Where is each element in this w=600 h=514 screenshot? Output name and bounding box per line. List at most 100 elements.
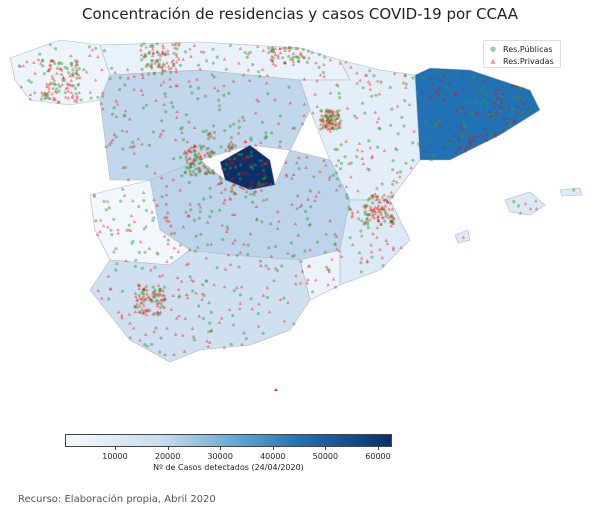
private-residence-marker — [197, 314, 202, 318]
public-residence-marker — [197, 216, 201, 220]
private-residence-marker — [295, 193, 300, 197]
public-residence-marker — [465, 101, 469, 105]
private-residence-marker — [128, 321, 132, 325]
public-residence-marker — [382, 208, 386, 212]
private-residence-marker — [241, 72, 246, 77]
private-residence-marker — [335, 116, 339, 120]
private-residence-marker — [141, 294, 146, 298]
public-residence-marker — [291, 55, 295, 59]
private-residence-marker — [218, 174, 222, 179]
private-residence-marker — [151, 312, 155, 316]
private-residence-marker — [471, 133, 476, 138]
private-residence-marker — [272, 278, 276, 282]
public-residence-marker — [60, 61, 64, 66]
public-residence-marker — [390, 215, 394, 219]
private-residence-marker — [253, 189, 258, 193]
private-residence-marker — [325, 114, 330, 119]
public-residence-marker — [197, 170, 201, 174]
public-residence-marker — [193, 150, 197, 154]
private-residence-marker — [427, 94, 432, 99]
private-residence-marker — [392, 71, 397, 75]
public-residence-marker — [305, 60, 309, 64]
private-residence-marker — [165, 259, 169, 263]
public-residence-marker — [249, 136, 253, 140]
public-residence-marker — [41, 58, 45, 62]
public-residence-marker — [196, 97, 200, 101]
public-residence-marker — [180, 126, 184, 130]
public-residence-marker — [253, 163, 257, 167]
public-residence-marker — [178, 155, 183, 159]
public-residence-marker — [461, 119, 465, 123]
private-residence-marker — [238, 184, 242, 189]
private-residence-marker — [287, 48, 292, 52]
private-residence-marker — [161, 80, 166, 84]
private-residence-marker — [163, 296, 168, 301]
private-residence-marker — [156, 312, 160, 317]
public-residence-marker — [255, 218, 259, 222]
private-residence-marker — [152, 197, 156, 202]
private-residence-marker — [437, 86, 442, 91]
private-residence-marker — [165, 326, 169, 330]
private-residence-marker — [298, 281, 303, 285]
public-residence-marker — [75, 69, 79, 73]
private-residence-marker — [261, 48, 266, 52]
private-residence-marker — [389, 190, 394, 194]
public-residence-marker — [224, 67, 228, 71]
private-residence-marker — [64, 86, 68, 90]
private-residence-marker — [488, 113, 493, 118]
private-residence-marker — [198, 67, 203, 71]
private-residence-marker — [328, 57, 333, 62]
public-residence-marker — [159, 302, 163, 306]
public-residence-marker — [462, 124, 466, 128]
public-residence-marker — [193, 158, 197, 162]
private-residence-marker — [50, 74, 54, 78]
private-residence-marker — [229, 146, 234, 150]
private-residence-marker — [39, 90, 44, 94]
private-residence-marker — [256, 324, 261, 328]
public-residence-marker — [229, 136, 233, 140]
public-residence-marker — [43, 96, 47, 101]
public-residence-marker — [338, 96, 342, 100]
public-residence-marker — [189, 208, 193, 212]
public-residence-marker — [463, 125, 467, 129]
private-residence-marker — [171, 293, 175, 297]
public-residence-marker — [212, 151, 216, 155]
public-residence-marker — [47, 68, 52, 72]
public-residence-marker — [204, 59, 209, 63]
private-residence-marker — [163, 68, 168, 72]
public-residence-marker — [323, 124, 328, 129]
public-residence-marker — [142, 42, 146, 46]
private-residence-marker — [345, 106, 350, 110]
public-residence-marker — [196, 86, 200, 90]
private-residence-marker — [77, 90, 82, 95]
public-residence-marker — [335, 148, 339, 152]
public-residence-marker — [250, 154, 254, 158]
public-residence-marker — [202, 50, 206, 55]
private-residence-marker — [51, 86, 55, 90]
private-residence-marker — [362, 222, 366, 226]
public-residence-marker — [384, 211, 388, 215]
public-residence-marker — [87, 45, 91, 49]
private-residence-marker — [294, 282, 298, 286]
private-residence-marker — [360, 149, 364, 153]
private-residence-marker — [460, 105, 464, 110]
private-residence-marker — [178, 188, 182, 192]
public-residence-marker — [144, 208, 148, 213]
public-residence-marker — [256, 312, 260, 316]
private-residence-marker — [231, 183, 236, 187]
public-residence-marker — [209, 329, 213, 333]
private-residence-marker — [240, 171, 245, 175]
private-residence-marker — [377, 92, 382, 96]
private-residence-marker — [222, 345, 226, 349]
private-residence-marker — [56, 82, 61, 86]
private-residence-marker — [295, 206, 299, 210]
private-residence-marker — [207, 340, 212, 344]
public-residence-marker — [430, 154, 435, 158]
public-residence-marker — [159, 336, 163, 340]
public-residence-marker — [374, 93, 378, 97]
private-residence-marker — [273, 46, 278, 50]
public-residence-marker — [232, 157, 237, 161]
public-residence-marker — [334, 285, 338, 289]
private-residence-marker — [335, 116, 339, 121]
